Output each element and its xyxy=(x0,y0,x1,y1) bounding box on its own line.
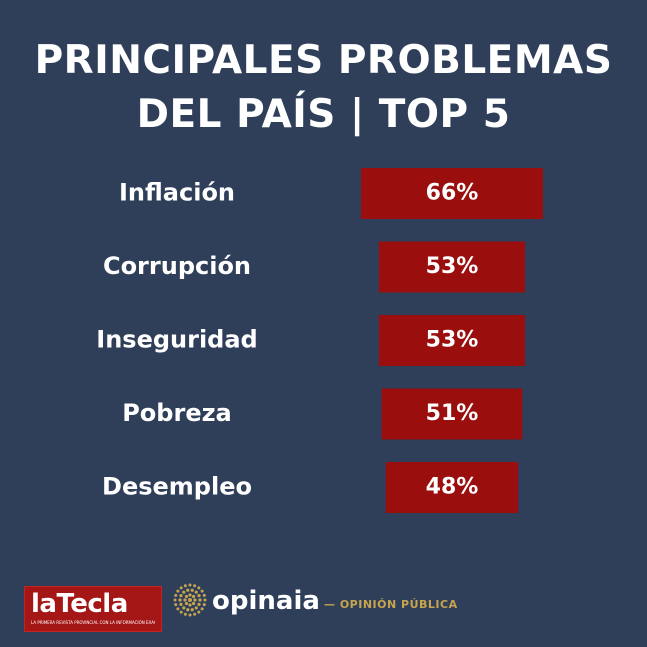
bar xyxy=(378,315,526,366)
sun-burst-icon xyxy=(173,583,207,617)
category-label: Inseguridad xyxy=(96,326,257,354)
title-line-1: PRINCIPALES PROBLEMAS xyxy=(34,38,613,83)
bar-value-label: 51% xyxy=(426,401,479,426)
bar xyxy=(378,241,526,293)
category-label: Inflación xyxy=(119,179,235,207)
bar-value-label: 48% xyxy=(426,475,479,500)
footer: laTecla LA PRIMERA REVISTA PROVINCIAL CO… xyxy=(0,570,647,640)
opinaia-tagline: — OPINIÓN PÚBLICA xyxy=(324,598,458,611)
bar xyxy=(361,168,543,219)
latecla-logo: laTecla LA PRIMERA REVISTA PROVINCIAL CO… xyxy=(24,586,162,632)
bar xyxy=(385,462,519,513)
bar-value-label: 66% xyxy=(426,181,479,206)
page-title: PRINCIPALES PROBLEMAS DEL PAÍS | TOP 5 xyxy=(0,34,647,142)
category-label: Desempleo xyxy=(102,473,252,501)
category-label: Pobreza xyxy=(122,399,232,427)
title-line-2: DEL PAÍS | TOP 5 xyxy=(136,92,511,137)
bar-value-label: 53% xyxy=(426,328,479,353)
opinaia-logo-text: opinaia xyxy=(212,586,320,616)
latecla-logo-text: laTecla xyxy=(31,589,128,619)
bar xyxy=(381,388,523,440)
latecla-tagline: LA PRIMERA REVISTA PROVINCIAL CON LA INF… xyxy=(31,620,155,625)
bar-value-label: 53% xyxy=(426,254,479,279)
category-label: Corrupción xyxy=(103,252,251,280)
